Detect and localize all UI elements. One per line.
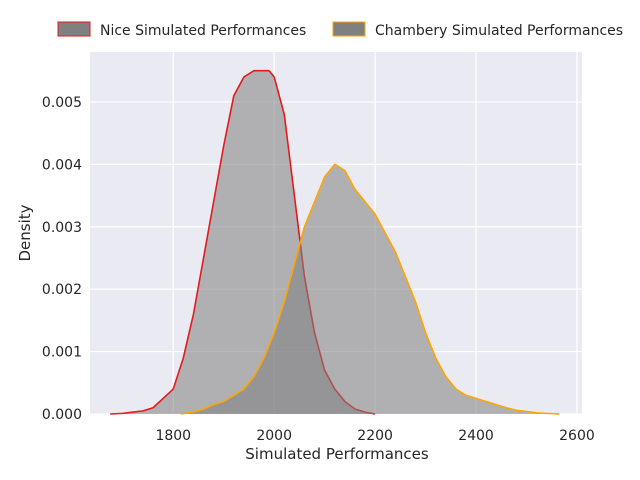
y-tick-label: 0.003 [42, 220, 82, 236]
y-tick-label: 0.005 [42, 95, 82, 111]
series-layer [110, 69, 560, 415]
x-tick-label: 2600 [559, 428, 595, 444]
y-tick-label: 0.002 [42, 282, 82, 298]
series-line-chambery [180, 163, 560, 415]
y-tick-label: 0.004 [42, 157, 82, 173]
legend-label-chambery: Chambery Simulated Performances [375, 23, 623, 39]
x-tick-label: 2200 [357, 428, 393, 444]
series-area-chambery [180, 164, 560, 414]
x-tick-label: 1800 [155, 428, 191, 444]
x-tick-label: 2000 [256, 428, 292, 444]
y-tick-label: 0.001 [42, 345, 82, 361]
legend-swatch-nice [57, 21, 91, 37]
x-axis-ticks: 1800 2000 2200 2400 2600 [155, 428, 594, 444]
y-axis-label: Density [16, 204, 34, 261]
legend-swatch-chambery [332, 21, 366, 37]
legend: Nice Simulated Performances Chambery Sim… [57, 21, 623, 39]
x-axis-label: Simulated Performances [245, 445, 429, 463]
y-tick-label: 0.000 [42, 407, 82, 423]
x-tick-label: 2400 [458, 428, 494, 444]
legend-label-nice: Nice Simulated Performances [100, 23, 306, 39]
y-axis-ticks: 0.000 0.001 0.002 0.003 0.004 0.005 [42, 95, 82, 423]
